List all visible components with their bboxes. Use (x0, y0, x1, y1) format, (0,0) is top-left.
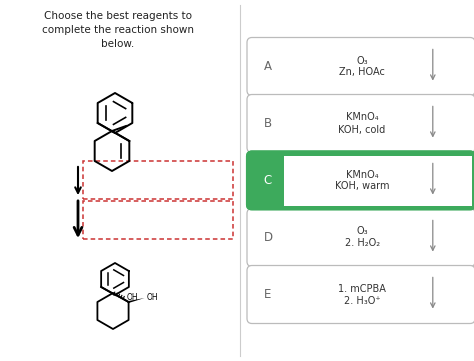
Bar (83, 201, 233, 239)
Text: KOH, warm: KOH, warm (335, 182, 389, 191)
Text: OH: OH (146, 293, 158, 303)
Text: KMnO₄: KMnO₄ (346, 170, 378, 179)
FancyBboxPatch shape (247, 152, 474, 209)
Text: O₃: O₃ (356, 56, 368, 65)
Text: E: E (264, 288, 272, 301)
Text: KMnO₄: KMnO₄ (346, 113, 378, 122)
Text: Choose the best reagents to
complete the reaction shown
below.: Choose the best reagents to complete the… (42, 11, 194, 49)
Text: D: D (264, 231, 273, 244)
Text: B: B (264, 117, 272, 130)
FancyBboxPatch shape (247, 95, 474, 152)
Text: 1. mCPBA: 1. mCPBA (338, 283, 386, 293)
Text: Zn, HOAc: Zn, HOAc (339, 68, 385, 78)
Bar (83, 161, 233, 199)
FancyBboxPatch shape (247, 209, 474, 266)
FancyBboxPatch shape (247, 38, 474, 96)
Text: O₃: O₃ (356, 226, 368, 236)
FancyBboxPatch shape (247, 152, 474, 209)
Text: OH: OH (127, 292, 138, 301)
FancyBboxPatch shape (247, 265, 474, 323)
Text: A: A (264, 60, 272, 73)
Text: C: C (264, 174, 272, 187)
Text: KOH, cold: KOH, cold (338, 125, 386, 135)
Text: 2. H₂O₂: 2. H₂O₂ (345, 239, 380, 248)
Bar (284, 156, 472, 205)
Polygon shape (128, 298, 145, 303)
Text: 2. H₃O⁺: 2. H₃O⁺ (344, 296, 381, 305)
